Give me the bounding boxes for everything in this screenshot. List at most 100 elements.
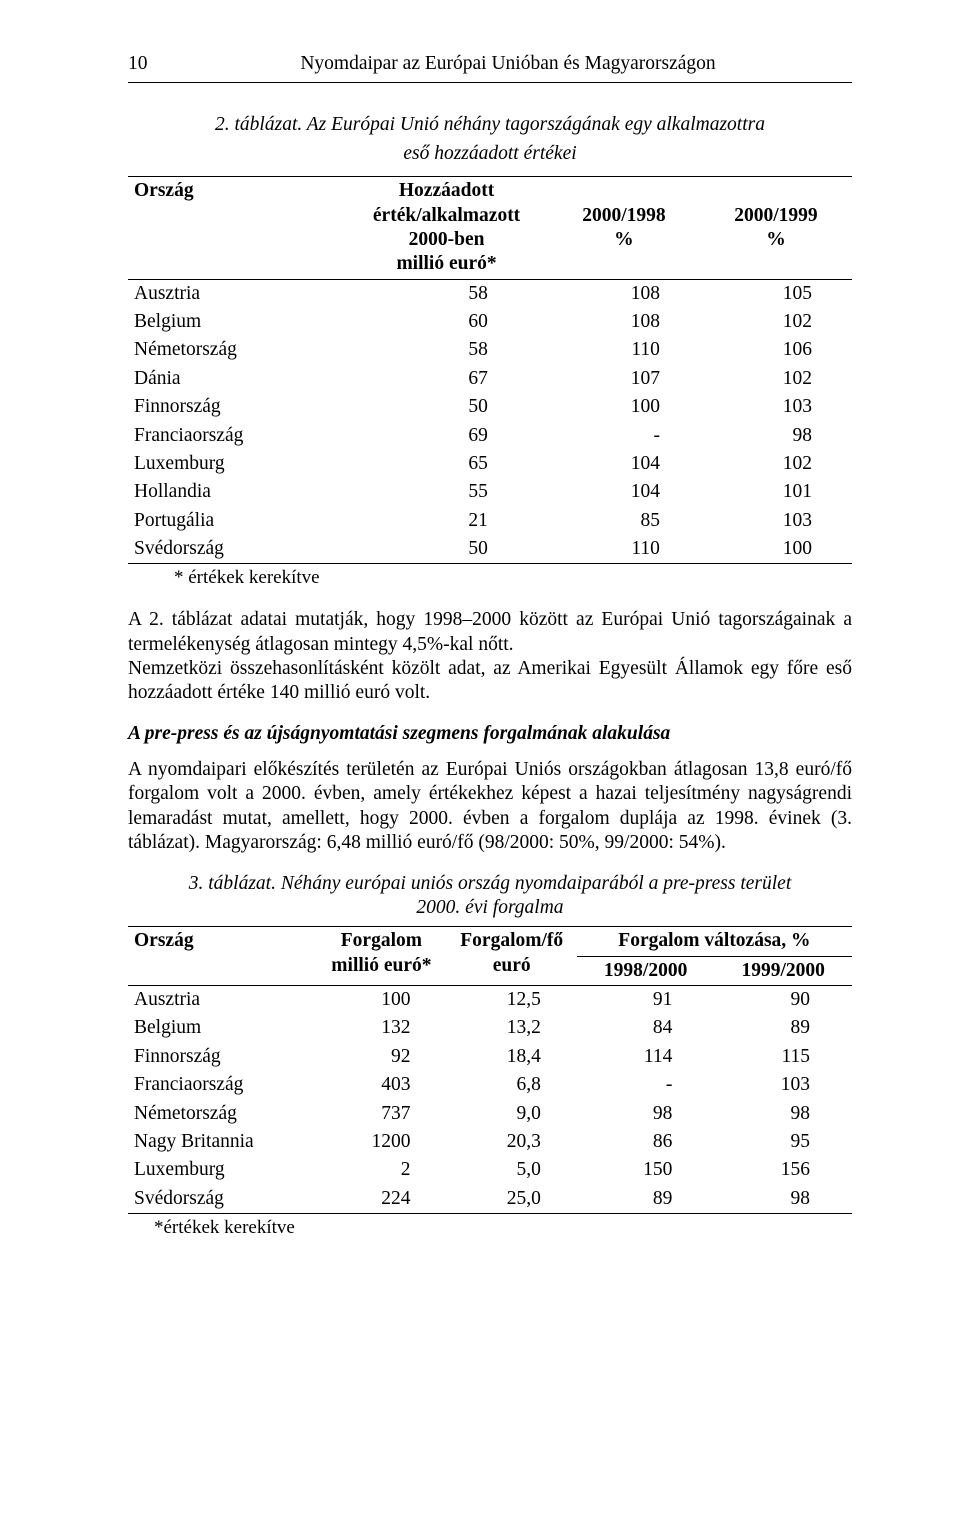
cell-value: 67	[345, 365, 548, 393]
page-number: 10	[128, 52, 164, 76]
table2-col-value-d: millió euró*	[351, 252, 542, 276]
table2-footnote: * értékek kerekítve	[174, 566, 852, 590]
table3-col-forgalom-b: millió euró*	[331, 955, 431, 976]
cell-y2: 90	[714, 986, 852, 1015]
cell-y1: 84	[577, 1014, 715, 1042]
table-row: Nagy Britannia120020,38695	[128, 1128, 852, 1156]
cell-value: 65	[345, 450, 548, 478]
table-row: Dánia67107102	[128, 365, 852, 393]
cell-forgalom: 737	[316, 1100, 446, 1128]
table-row: Luxemburg25,0150156	[128, 1156, 852, 1184]
table-row: Hollandia55104101	[128, 478, 852, 506]
table-row: Franciaország69-98	[128, 422, 852, 450]
table2-col-1999: 2000/1999	[706, 204, 846, 228]
table3-footnote: *értékek kerekítve	[154, 1216, 852, 1240]
cell-country: Németország	[128, 336, 345, 364]
table2-col-1998: 2000/1998	[554, 204, 694, 228]
cell-y2: 156	[714, 1156, 852, 1184]
table2-caption-line1: 2. táblázat. Az Európai Unió néhány tago…	[128, 113, 852, 137]
cell-forgalom: 100	[316, 986, 446, 1015]
table2-caption-line2: eső hozzáadott értékei	[128, 142, 852, 166]
table-row: Franciaország4036,8-103	[128, 1071, 852, 1099]
cell-1998: 104	[548, 450, 700, 478]
cell-country: Finnország	[128, 1043, 316, 1071]
table2: Ország Hozzáadott érték/alkalmazott 2000…	[128, 176, 852, 564]
cell-y2: 115	[714, 1043, 852, 1071]
cell-1998: 107	[548, 365, 700, 393]
cell-country: Ausztria	[128, 279, 345, 308]
table-row: Ausztria10012,59190	[128, 986, 852, 1015]
cell-value: 50	[345, 535, 548, 564]
cell-forgalom-fo: 5,0	[447, 1156, 577, 1184]
cell-forgalom-fo: 12,5	[447, 986, 577, 1015]
table3-col-y1: 1998/2000	[577, 956, 715, 985]
cell-y2: 98	[714, 1185, 852, 1214]
cell-forgalom-fo: 18,4	[447, 1043, 577, 1071]
cell-1998: 110	[548, 535, 700, 564]
cell-value: 69	[345, 422, 548, 450]
page-header: 10 Nyomdaipar az Európai Unióban és Magy…	[128, 52, 852, 83]
cell-forgalom: 224	[316, 1185, 446, 1214]
cell-country: Svédország	[128, 1185, 316, 1214]
cell-1999: 102	[700, 365, 852, 393]
cell-value: 58	[345, 279, 548, 308]
cell-forgalom-fo: 6,8	[447, 1071, 577, 1099]
cell-y1: 114	[577, 1043, 715, 1071]
cell-forgalom: 2	[316, 1156, 446, 1184]
cell-value: 60	[345, 308, 548, 336]
cell-y2: 89	[714, 1014, 852, 1042]
table3-col-forgalom-a: Forgalom	[341, 930, 422, 951]
cell-1999: 101	[700, 478, 852, 506]
cell-value: 58	[345, 336, 548, 364]
table2-caption-text-a: Az Európai Unió néhány tagországának egy…	[307, 114, 765, 135]
table3-col-forgalomfo-a: Forgalom/fő	[460, 930, 563, 951]
cell-1998: 100	[548, 393, 700, 421]
table-row: Ausztria58108105	[128, 279, 852, 308]
cell-y2: 103	[714, 1071, 852, 1099]
cell-forgalom: 403	[316, 1071, 446, 1099]
table2-col-1999-pct: %	[706, 228, 846, 252]
table2-col-value-a: Hozzáadott	[351, 179, 542, 203]
table2-caption-no: 2. táblázat.	[215, 114, 302, 135]
cell-value: 55	[345, 478, 548, 506]
cell-value: 50	[345, 393, 548, 421]
cell-country: Luxemburg	[128, 1156, 316, 1184]
paragraph-3: A nyomdaipari előkészítés területén az E…	[128, 758, 852, 856]
cell-1998: 104	[548, 478, 700, 506]
table-row: Németország58110106	[128, 336, 852, 364]
cell-forgalom-fo: 25,0	[447, 1185, 577, 1214]
cell-y1: 86	[577, 1128, 715, 1156]
cell-1999: 103	[700, 507, 852, 535]
cell-1998: 108	[548, 279, 700, 308]
cell-y1: -	[577, 1071, 715, 1099]
cell-1998: -	[548, 422, 700, 450]
table-row: Belgium13213,28489	[128, 1014, 852, 1042]
table3-caption-b: 2000. évi forgalma	[128, 896, 852, 920]
cell-1999: 106	[700, 336, 852, 364]
cell-y1: 98	[577, 1100, 715, 1128]
table3-col-y2: 1999/2000	[714, 956, 852, 985]
cell-1999: 103	[700, 393, 852, 421]
table2-col-1998-pct: %	[554, 228, 694, 252]
cell-y1: 89	[577, 1185, 715, 1214]
running-title: Nyomdaipar az Európai Unióban és Magyaro…	[164, 52, 852, 76]
table2-col-value-c: 2000-ben	[351, 228, 542, 252]
cell-value: 21	[345, 507, 548, 535]
paragraph-2: Nemzetközi összehasonlításként közölt ad…	[128, 657, 852, 706]
cell-country: Luxemburg	[128, 450, 345, 478]
table-row: Luxemburg65104102	[128, 450, 852, 478]
table3-col-forgalomfo-b: euró	[493, 955, 531, 976]
cell-country: Nagy Britannia	[128, 1128, 316, 1156]
table-row: Svédország50110100	[128, 535, 852, 564]
cell-forgalom-fo: 13,2	[447, 1014, 577, 1042]
table3-col-country: Ország	[134, 930, 194, 951]
cell-1999: 102	[700, 308, 852, 336]
cell-country: Hollandia	[128, 478, 345, 506]
cell-1998: 108	[548, 308, 700, 336]
table-row: Finnország50100103	[128, 393, 852, 421]
section-subhead: A pre-press és az újságnyomtatási szegme…	[128, 722, 852, 746]
cell-country: Svédország	[128, 535, 345, 564]
cell-1998: 85	[548, 507, 700, 535]
cell-country: Németország	[128, 1100, 316, 1128]
cell-y1: 91	[577, 986, 715, 1015]
